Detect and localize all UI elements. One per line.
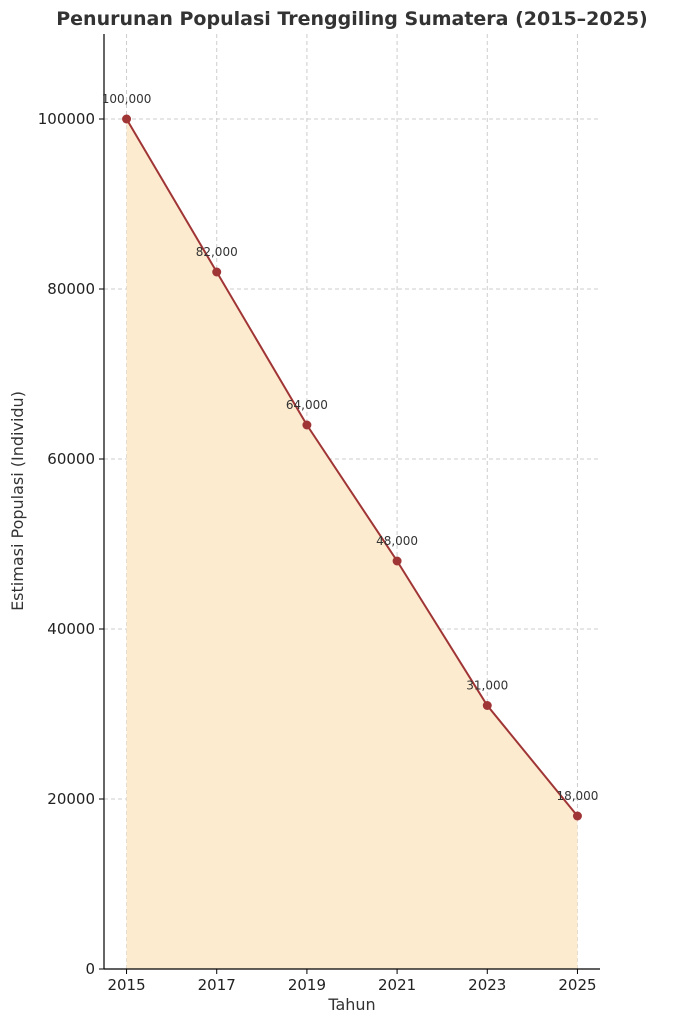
data-point-label: 31,000 bbox=[466, 679, 508, 693]
y-tick-label: 100000 bbox=[38, 110, 95, 128]
axis-layer: 0 20000 40000 60000 80000 100000 2015 2017 2019 2… bbox=[38, 34, 600, 994]
x-tick-label: 2021 bbox=[378, 976, 416, 994]
data-point-marker bbox=[482, 701, 492, 710]
y-tick-label: 20000 bbox=[47, 790, 95, 808]
data-point-marker bbox=[122, 114, 132, 124]
data-point-marker bbox=[302, 420, 312, 430]
x-tick-label: 2017 bbox=[198, 976, 236, 994]
x-tick-label: 2023 bbox=[468, 976, 506, 994]
data-point-label: 82,000 bbox=[196, 245, 238, 259]
y-tick-label: 80000 bbox=[47, 280, 95, 298]
y-tick-label: 0 bbox=[85, 960, 95, 978]
series-line bbox=[125, 118, 579, 817]
x-tick-label: 2015 bbox=[107, 976, 145, 994]
y-tick-label: 60000 bbox=[47, 450, 95, 468]
data-point-label: 48,000 bbox=[376, 534, 418, 548]
area-layer bbox=[126, 119, 578, 969]
line-layer bbox=[125, 118, 579, 817]
x-tick-label: 2025 bbox=[558, 976, 596, 994]
data-point-marker bbox=[572, 811, 582, 821]
y-tick-label: 40000 bbox=[47, 620, 95, 638]
data-point-marker bbox=[392, 556, 402, 566]
data-label-layer: 100,000 82,000 64,000 48,000 31,000 18,000 bbox=[102, 92, 599, 803]
data-point-label: 18,000 bbox=[556, 789, 598, 803]
marker-layer bbox=[122, 114, 582, 821]
data-point-marker bbox=[212, 267, 222, 277]
data-point-label: 100,000 bbox=[102, 92, 152, 106]
x-axis-label: Tahun bbox=[327, 995, 375, 1014]
series-area-fill bbox=[126, 119, 578, 969]
data-point-label: 64,000 bbox=[286, 398, 328, 412]
y-axis-label: Estimasi Populasi (Individu) bbox=[8, 391, 27, 611]
chart-title: Penurunan Populasi Trenggiling Sumatera … bbox=[56, 8, 648, 30]
x-tick-label: 2019 bbox=[288, 976, 326, 994]
